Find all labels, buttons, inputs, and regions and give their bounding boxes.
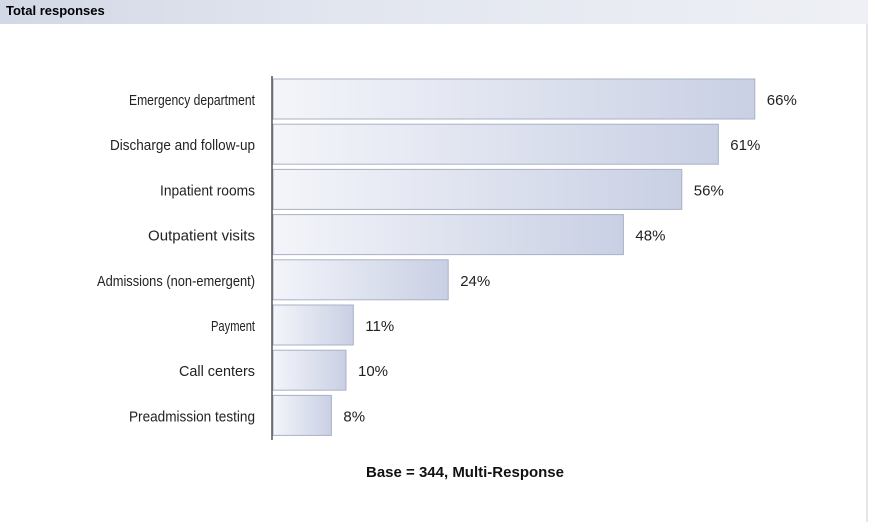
bar-emergency-department bbox=[272, 78, 756, 120]
category-label: Emergency department bbox=[129, 92, 256, 109]
value-label: 61% bbox=[730, 137, 760, 154]
value-label: 48% bbox=[635, 228, 665, 245]
bar-outpatient-visits bbox=[272, 214, 624, 256]
category-label: Inpatient rooms bbox=[160, 182, 255, 199]
value-label: 66% bbox=[767, 92, 797, 109]
value-label: 56% bbox=[694, 182, 724, 199]
value-label: 24% bbox=[460, 273, 490, 290]
category-label: Call centers bbox=[179, 363, 255, 380]
bar-preadmission-testing bbox=[272, 394, 332, 436]
value-label: 10% bbox=[358, 363, 388, 380]
category-label: Admissions (non-emergent) bbox=[97, 273, 255, 290]
right-divider bbox=[866, 24, 868, 522]
value-label: 11% bbox=[365, 318, 394, 335]
bar-inpatient-rooms bbox=[272, 168, 683, 210]
bar-admissions-non-emergent bbox=[272, 259, 449, 301]
category-label: Outpatient visits bbox=[148, 228, 255, 245]
bars-layer: Emergency department 66% Discharge and fol… bbox=[97, 78, 797, 436]
category-label: Payment bbox=[211, 318, 256, 335]
bar-call-centers bbox=[272, 349, 347, 391]
bar-payment bbox=[272, 304, 354, 346]
category-label: Preadmission testing bbox=[129, 408, 255, 425]
base-note: Base = 344, Multi-Response bbox=[366, 464, 564, 481]
chart-title: Total responses bbox=[6, 3, 105, 18]
value-label: 8% bbox=[343, 408, 365, 425]
category-label: Discharge and follow-up bbox=[110, 137, 255, 154]
bar-discharge-and-follow-up bbox=[272, 123, 719, 165]
header-band: Total responses bbox=[0, 0, 868, 24]
